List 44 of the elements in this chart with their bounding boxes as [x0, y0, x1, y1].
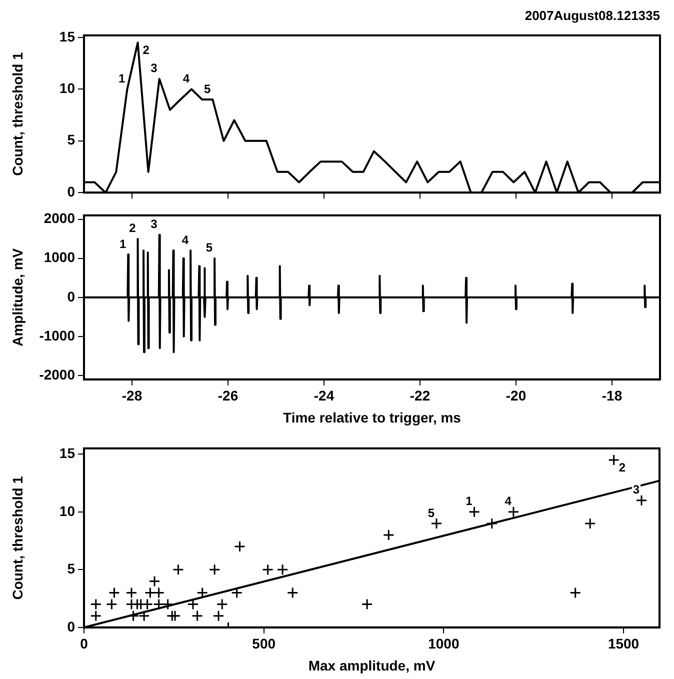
annotation: 5: [428, 506, 435, 520]
x-tick-label: -18: [602, 388, 622, 404]
y-tick-label: 0: [67, 618, 76, 634]
y-tick-label: -1000: [39, 327, 76, 344]
x-tick-label: 500: [252, 636, 276, 652]
y-axis-title: Count, threshold 1: [9, 52, 26, 176]
y-tick-label: 0: [67, 288, 76, 304]
x-tick-label: 0: [80, 636, 88, 652]
x-tick-label: -20: [506, 388, 526, 404]
x-tick-label: 1000: [428, 636, 460, 652]
annotation: 5: [204, 82, 211, 96]
annotation: 5: [206, 240, 213, 255]
annotation: 1: [466, 494, 473, 508]
x-axis-title: Max amplitude, mV: [308, 657, 436, 674]
y-tick-label: 10: [59, 502, 76, 519]
x-axis-title: Time relative to trigger, ms: [283, 409, 462, 426]
annotation: 2: [618, 460, 626, 474]
annotation: 3: [150, 61, 158, 76]
chart-title: 2007August08.121335: [524, 8, 661, 24]
x-tick-label: -22: [410, 388, 430, 404]
x-tick-label: 1500: [608, 636, 640, 652]
annotation: 1: [119, 236, 126, 251]
annotation: 3: [632, 482, 640, 497]
y-axis-title: Amplitude, mV: [9, 248, 26, 346]
y-axis-title: Count, threshold 1: [9, 476, 26, 600]
annotation: 2: [142, 42, 150, 57]
y-tick-label: 10: [59, 80, 76, 96]
y-tick-label: 0: [67, 183, 76, 200]
annotation: 3: [150, 217, 158, 232]
annotation: 4: [182, 232, 189, 247]
annotation: 4: [182, 71, 190, 86]
annotation: 4: [504, 494, 512, 508]
x-tick-label: -26: [218, 388, 238, 404]
y-tick-label: 1000: [44, 249, 76, 266]
y-tick-label: 5: [67, 132, 76, 148]
annotation: 1: [118, 71, 126, 86]
annotation: 2: [129, 221, 136, 236]
y-tick-label: 2000: [44, 210, 76, 226]
x-tick-label: -28: [122, 388, 142, 404]
y-tick-label: -2000: [39, 366, 76, 382]
y-tick-label: 5: [67, 560, 76, 577]
y-tick-label: 15: [59, 445, 76, 462]
x-tick-label: -24: [314, 388, 334, 404]
y-tick-label: 15: [59, 28, 76, 44]
